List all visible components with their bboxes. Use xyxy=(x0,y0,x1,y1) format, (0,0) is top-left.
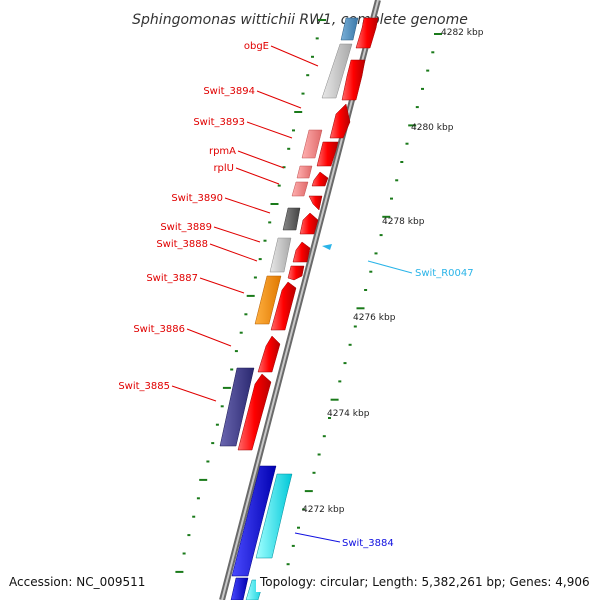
gene-arrow[interactable] xyxy=(270,281,297,331)
gene-block[interactable] xyxy=(296,165,313,179)
accession-text: Accession: NC_009511 xyxy=(9,575,145,589)
gene-block[interactable] xyxy=(301,129,323,159)
gene-arrow[interactable] xyxy=(308,195,323,211)
gene-label[interactable]: rplU xyxy=(213,163,234,174)
gene-labels: obgE Swit_3894 Swit_3893 rpmA rplU Swit_… xyxy=(118,41,473,549)
gene-block[interactable] xyxy=(254,275,282,325)
gene-label[interactable]: Swit_3890 xyxy=(171,193,223,204)
gene-label[interactable]: Swit_3884 xyxy=(342,538,394,549)
kbp-scale: 4282 kbp 4280 kbp 4278 kbp 4276 kbp 4274… xyxy=(302,28,484,515)
gene-arrow[interactable] xyxy=(237,373,272,451)
gene-arrow[interactable] xyxy=(287,265,305,281)
gene-block[interactable] xyxy=(231,465,277,577)
gene-block[interactable] xyxy=(321,43,353,99)
gene-label[interactable]: Swit_3885 xyxy=(118,381,170,392)
gene-arrow[interactable] xyxy=(311,171,329,187)
gene-block[interactable] xyxy=(269,237,292,273)
tick-track-outer xyxy=(278,33,442,584)
tick-track-inner xyxy=(175,19,326,573)
reverse-strand-genes xyxy=(219,17,359,600)
label-leaders xyxy=(171,45,413,543)
gene-label[interactable]: Swit_3887 xyxy=(146,273,198,284)
gene-block[interactable] xyxy=(291,181,309,197)
gene-label[interactable]: Swit_3893 xyxy=(193,117,245,128)
gene-arrow[interactable] xyxy=(329,103,351,139)
kbp-label: 4282 kbp xyxy=(441,28,484,38)
gene-arrow[interactable] xyxy=(355,17,379,49)
map-title: Sphingomonas wittichii RW1, complete gen… xyxy=(132,12,468,28)
kbp-label: 4278 kbp xyxy=(382,217,425,227)
gene-arrow[interactable] xyxy=(255,473,293,559)
footer-backdrop xyxy=(256,572,596,592)
gene-label[interactable]: Swit_3886 xyxy=(133,324,185,335)
forward-strand-genes xyxy=(237,17,379,600)
kbp-label: 4276 kbp xyxy=(353,313,396,323)
gene-label[interactable]: obgE xyxy=(244,41,269,52)
gene-arrow[interactable] xyxy=(316,141,339,167)
gene-label[interactable]: rpmA xyxy=(209,146,236,157)
topology-text: Topology: circular; Length: 5,382,261 bp… xyxy=(259,575,590,589)
kbp-label: 4272 kbp xyxy=(302,505,345,515)
gene-block[interactable] xyxy=(230,577,249,600)
gene-label[interactable]: Swit_3888 xyxy=(156,239,208,250)
gene-arrow[interactable] xyxy=(341,59,366,101)
gene-block[interactable] xyxy=(219,367,255,447)
gene-label[interactable]: Swit_3889 xyxy=(160,222,212,233)
gene-label[interactable]: Swit_3894 xyxy=(203,86,255,97)
rna-marker-icon[interactable] xyxy=(322,244,332,250)
kbp-label: 4280 kbp xyxy=(411,123,454,133)
kbp-label: 4274 kbp xyxy=(327,409,370,419)
gene-block[interactable] xyxy=(340,17,359,41)
gene-arrow[interactable] xyxy=(257,335,281,373)
gene-arrow[interactable] xyxy=(299,212,319,235)
gene-block[interactable] xyxy=(282,207,301,231)
gene-label[interactable]: Swit_R0047 xyxy=(415,268,474,279)
gene-arrow[interactable] xyxy=(292,241,311,263)
